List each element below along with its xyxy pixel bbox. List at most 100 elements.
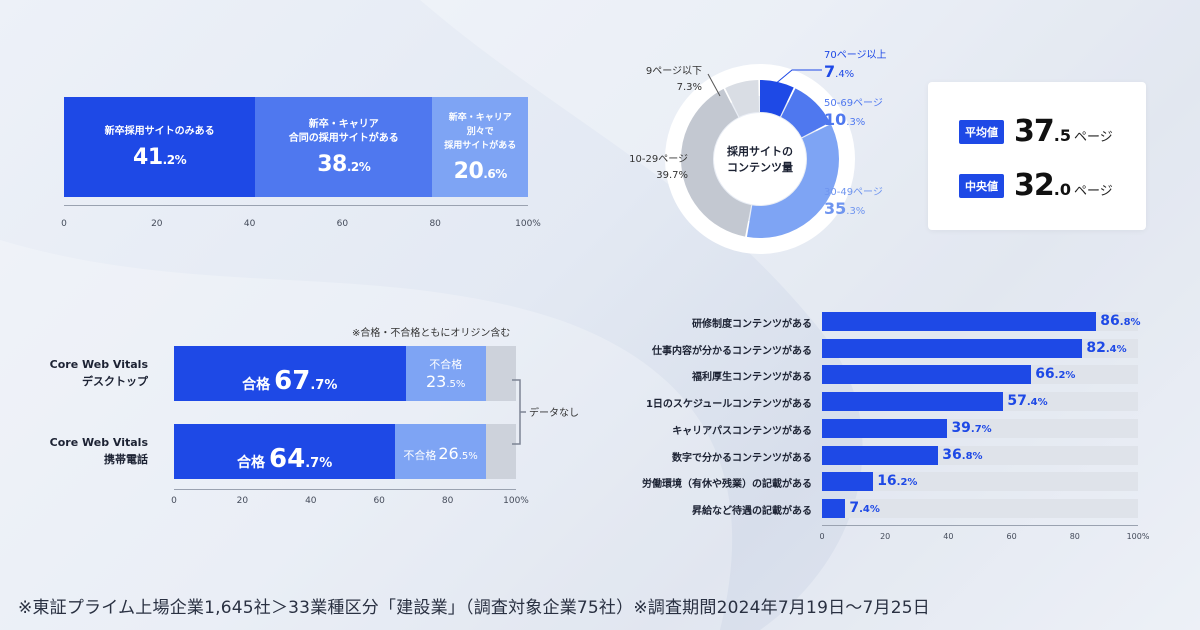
cwv-segment	[485, 424, 516, 479]
stacked-segment: 新卒採用サイトのみある 41.2%	[64, 97, 256, 197]
bar	[822, 392, 1004, 412]
pie-label-9under: 9ページ以下 7.3%	[616, 64, 702, 96]
segment-value-int: 38	[317, 151, 347, 177]
nodata-bracket	[512, 379, 526, 445]
bar-category-label: 1日のスケジュールコンテンツがある	[645, 399, 812, 411]
pie-value-dec: .4%	[835, 69, 855, 80]
segment-label: 新卒採用サイトのみある	[104, 125, 215, 137]
donut-svg	[665, 64, 855, 254]
bar-value-int: 57	[1007, 393, 1027, 410]
segment-value-dec: .6%	[483, 166, 507, 181]
cwv-segment: 不合格 26.5%	[395, 424, 486, 479]
pie-value-int: 7	[824, 62, 836, 81]
pass-value-dec: .7%	[310, 378, 338, 393]
pie-label-70plus: 70ページ以上 7.4%	[824, 48, 887, 83]
pie-label-name: 70ページ以上	[824, 50, 887, 61]
x-tick-label: 80	[429, 219, 441, 229]
bar-value-dec: .2%	[896, 477, 918, 489]
pie-value-int: 35	[824, 199, 847, 218]
core-web-vitals-chart: ※合格・不合格ともにオリジン含む Core Web Vitals デスクトップ …	[0, 300, 600, 520]
fail-value-int: 26	[438, 444, 459, 463]
pass-value-dec: .7%	[305, 456, 333, 471]
fail-label: 不合格	[403, 449, 437, 462]
cwv-row-label-desktop: Core Web Vitals デスクトップ	[49, 358, 148, 388]
pie-label-name: 9ページ以下	[645, 66, 702, 77]
bar-category-label: 仕事内容が分かるコンテンツがある	[652, 345, 812, 357]
segment-value: 38.2%	[317, 151, 371, 177]
donut-slice	[681, 80, 839, 238]
pie-label-name: 50-69ページ	[824, 98, 883, 109]
content-volume-donut: 採用サイトの コンテンツ量 70ページ以上 7.4% 50-69ページ 10.3…	[560, 0, 1200, 260]
x-tick-label: 80	[441, 496, 454, 506]
pie-value-dec: %	[692, 82, 702, 93]
stat-badge: 中央値	[959, 173, 1004, 198]
stat-median: 中央値 32 .0 ページ	[959, 168, 1113, 203]
cwv-row-label-mobile: Core Web Vitals 携帯電話	[49, 436, 148, 466]
x-tick-label: 60	[1006, 532, 1017, 541]
stat-dec: .5	[1053, 126, 1071, 145]
bar	[822, 418, 948, 438]
segment-value-dec: .2%	[346, 159, 371, 174]
bar-value-label: 7.4%	[849, 500, 880, 516]
bar-category-label: 昇給など待遇の記載がある	[692, 505, 812, 517]
bar	[822, 338, 1083, 358]
bar-track	[822, 472, 1138, 492]
x-tick-label: 0	[171, 496, 177, 506]
bar-value-int: 39	[951, 419, 971, 436]
x-tick-label: 40	[305, 496, 317, 506]
pie-value-dec: %	[678, 170, 688, 181]
segment-value: 41.2%	[133, 145, 187, 170]
x-tick-label: 80	[1069, 532, 1080, 541]
pie-label-50-69: 50-69ページ 10.3%	[824, 96, 883, 131]
bar-value-int: 7	[849, 499, 860, 516]
x-tick-label: 20	[151, 219, 163, 229]
bar-category-label: 福利厚生コンテンツがある	[692, 372, 812, 384]
segment-label: 新卒・キャリア 合同の採用サイトがある	[288, 118, 399, 144]
donut-title: 採用サイトの コンテンツ量	[727, 145, 793, 174]
segment-value-dec: .2%	[162, 152, 187, 167]
bar-value-label: 86.8%	[1100, 313, 1140, 329]
fail-value: 23.5%	[426, 372, 465, 391]
x-tick-label: 40	[943, 532, 954, 541]
bar-value-int: 36	[942, 446, 962, 463]
bar-value-int: 66	[1035, 366, 1055, 383]
pie-value-int: 7.3	[676, 82, 693, 93]
stat-unit: ページ	[1073, 130, 1113, 145]
nodata-label: データなし	[529, 408, 579, 419]
stat-average: 平均値 37 .5 ページ	[959, 114, 1113, 149]
x-tick-label: 40	[243, 219, 256, 229]
pie-value-int: 10	[824, 110, 847, 129]
stat-int: 32	[1014, 168, 1055, 203]
bar-value-label: 39.7%	[951, 420, 991, 436]
site-type-chart: 新卒採用サイトのみある 41.2% 新卒・キャリア 合同の採用サイトがある 38.2%…	[0, 0, 560, 240]
pie-label-30-49: 30-49ページ 35.3%	[824, 185, 883, 220]
stat-dec: .0	[1053, 180, 1071, 199]
cwv-note: ※合格・不合格ともにオリジン含む	[352, 328, 511, 339]
donut-slice	[681, 80, 839, 238]
x-tick-label: 20	[236, 496, 249, 506]
pie-label-name: 10-29ページ	[629, 154, 688, 165]
fail-value-dec: .5%	[458, 451, 478, 462]
bar	[822, 445, 939, 465]
donut-hole	[714, 113, 806, 205]
cwv-segment: 合格 67.7%	[174, 346, 406, 401]
bar-value-label: 66.2%	[1035, 366, 1075, 382]
bar	[822, 498, 846, 518]
cwv-segment: 合格 64.7%	[174, 424, 396, 479]
pass-value-int: 67	[274, 366, 311, 396]
bar-value-dec: .8%	[1119, 317, 1141, 328]
x-tick-label: 20	[880, 532, 891, 541]
bar-value-dec: .4%	[1026, 397, 1048, 409]
footnote: ※東証プライム上場企業1,645社＞33業種区分「建設業」（調査対象企業75社）…	[18, 598, 930, 618]
bar-value-label: 57.4%	[1007, 393, 1047, 409]
bar-value-label: 16.2%	[877, 473, 917, 489]
bar-category-label: 研修制度コンテンツがある	[692, 319, 812, 330]
segment-value-int: 20	[453, 158, 484, 184]
pie-value-dec: .3%	[846, 206, 866, 217]
stacked-segment: 新卒・キャリア 合同の採用サイトがある 38.2%	[255, 97, 433, 197]
pie-label-10-29: 10-29ページ 39.7%	[600, 152, 688, 184]
bar-value-int: 16	[877, 473, 897, 490]
stat-badge: 平均値	[959, 119, 1004, 144]
axis-line	[174, 489, 516, 490]
bar	[822, 365, 1032, 385]
